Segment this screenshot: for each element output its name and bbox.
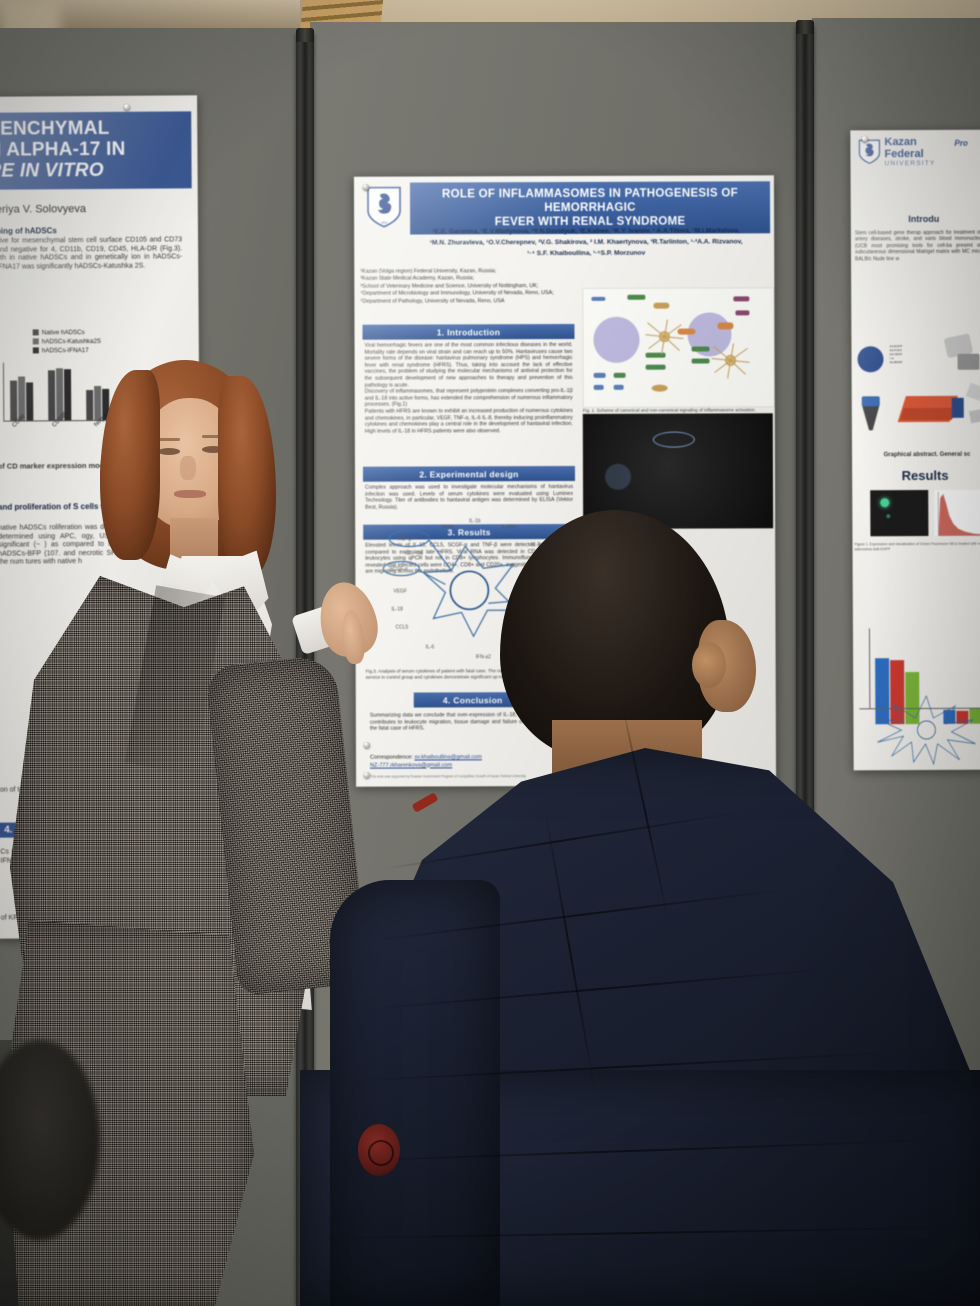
svg-text:IL-18: IL-18 [391,607,403,613]
poster-right-graphical-abstract-label: Graphical abstract. General sc [883,451,971,459]
svg-text:IFN-a2: IFN-a2 [476,654,492,660]
woman-brow-right [202,435,226,438]
poster-left-chart-legend: Native hADSCs hADSCs-Katushka2S hADSCs-I… [32,328,101,355]
man-sleeve-patch-inner [368,1140,394,1166]
woman-mouth [174,490,206,498]
svg-text:CCL5: CCL5 [396,625,409,631]
poster-right-intro-heading: Introdu [908,213,940,225]
kazan-federal-logo-icon [858,139,881,164]
svg-text:SDF-1a: SDF-1a [405,550,422,556]
inflammasome-icon-2 [711,343,750,379]
post-cap-right [796,20,814,34]
poster-center-header: 1804 ROLE OF INFLAMMASOMES IN PATHOGENES… [354,175,774,235]
svg-text:IL-3: IL-3 [531,542,540,548]
man-hair [500,510,730,760]
poster-left-author: eriya V. Solovyeva [0,203,86,216]
woman-hair-left-strand [100,370,160,560]
woman-eye-left [158,448,180,455]
poster-right-histogram [934,489,980,536]
inflammasome-icon [645,319,684,355]
poster-left-title-line2: N ALPHA-17 IN [0,138,126,161]
post-cap-left [296,28,314,42]
brand-kazan: Kazan [884,136,917,149]
poster-right-results-heading: Results [901,467,949,484]
poster-center-section2-heading: 2. Experimental design [362,465,575,482]
poster-pin-center-bl2 [364,772,370,778]
poster-pin-right [862,136,868,142]
authors-line-3: ¹·⁴ S.F. Khaiboullina, ¹·⁵S.P. Morzunov [527,249,646,258]
svg-text:1804: 1804 [381,221,388,225]
poster-center-section1-body: Viral hemorrhagic fevers are one of the … [364,341,573,435]
poster-pin-center-bl [364,742,370,748]
poster-center-title-line1: ROLE OF INFLAMMASOMES IN PATHOGENESIS OF… [442,187,738,215]
poster-right-project-label: Pro [954,138,968,148]
brand-federal: Federal [884,147,924,160]
woman-nose [180,456,196,480]
poster-center-figure1 [582,287,775,408]
poster-center: 1804 ROLE OF INFLAMMASOMES IN PATHOGENES… [353,175,777,787]
poster-pin [124,104,130,110]
poster-right-radial-plot [875,695,976,766]
foreground-blur-head [0,1040,100,1240]
man-arm-left [330,880,500,1306]
kazan-crest-icon: 1804 [367,186,401,228]
legend-label-ifna17: hADSCs-IFNA17 [41,347,89,355]
authors-line-2: ¹M.N. Zhuravleva, ¹O.V.Cherepnev, ²V.G. … [429,238,743,247]
person-woman [0,360,390,1306]
woman-eye-right [202,446,224,453]
poster-left-title-line3: RE IN VITRO [0,159,104,182]
svg-text:IL-6: IL-6 [426,644,435,650]
svg-text:VEGF: VEGF [393,589,407,595]
svg-text:IL-2Ra: IL-2Ra [501,524,516,530]
poster-left-typing-body: itive for mesenchymal stem cell surface … [0,236,183,271]
legend-label-native: Native hADSCs [41,329,85,337]
poster-right-brand: Kazan Federal [884,136,924,160]
poster-right-schematic: Ad-EGFP Ad-FGF2 Ad-VEGF / or Ad-BDNF [857,326,980,447]
person-man [300,510,980,1306]
poster-right-university: UNIVERSITY [884,159,936,168]
poster-left-title-line1: SENCHYMAL [0,117,110,140]
woman-hair-right-strand [218,376,276,576]
poster-right-intro-body: Stem cell-based gene therap approach for… [854,229,980,262]
legend-label-katushka: hADSCs-Katushka2S [41,337,101,346]
poster-right: Kazan Federal UNIVERSITY Pro Introdu Ste… [850,129,980,771]
svg-text:SCGF-α: SCGF-α [389,567,408,573]
man-ear [692,642,726,688]
poster-left-title: SENCHYMAL N ALPHA-17 IN RE IN VITRO [0,111,192,190]
poster-left-typing-heading: ping of hADSCs [0,226,57,236]
svg-text:IL-1b: IL-1b [469,518,481,524]
poster-center-authors: ¹E.E. Garanina, ¹E.V.Martynova, ¹Y.N.Dav… [410,225,762,259]
man-collar-accent [411,792,439,813]
poster-center-section1-heading: 1. Introduction [362,323,575,340]
svg-text:TRAIL: TRAIL [441,524,455,530]
woman-brow-left [156,438,180,441]
svg-text:TNF-β: TNF-β [397,537,411,543]
poster-pin-center-tl [363,184,369,190]
